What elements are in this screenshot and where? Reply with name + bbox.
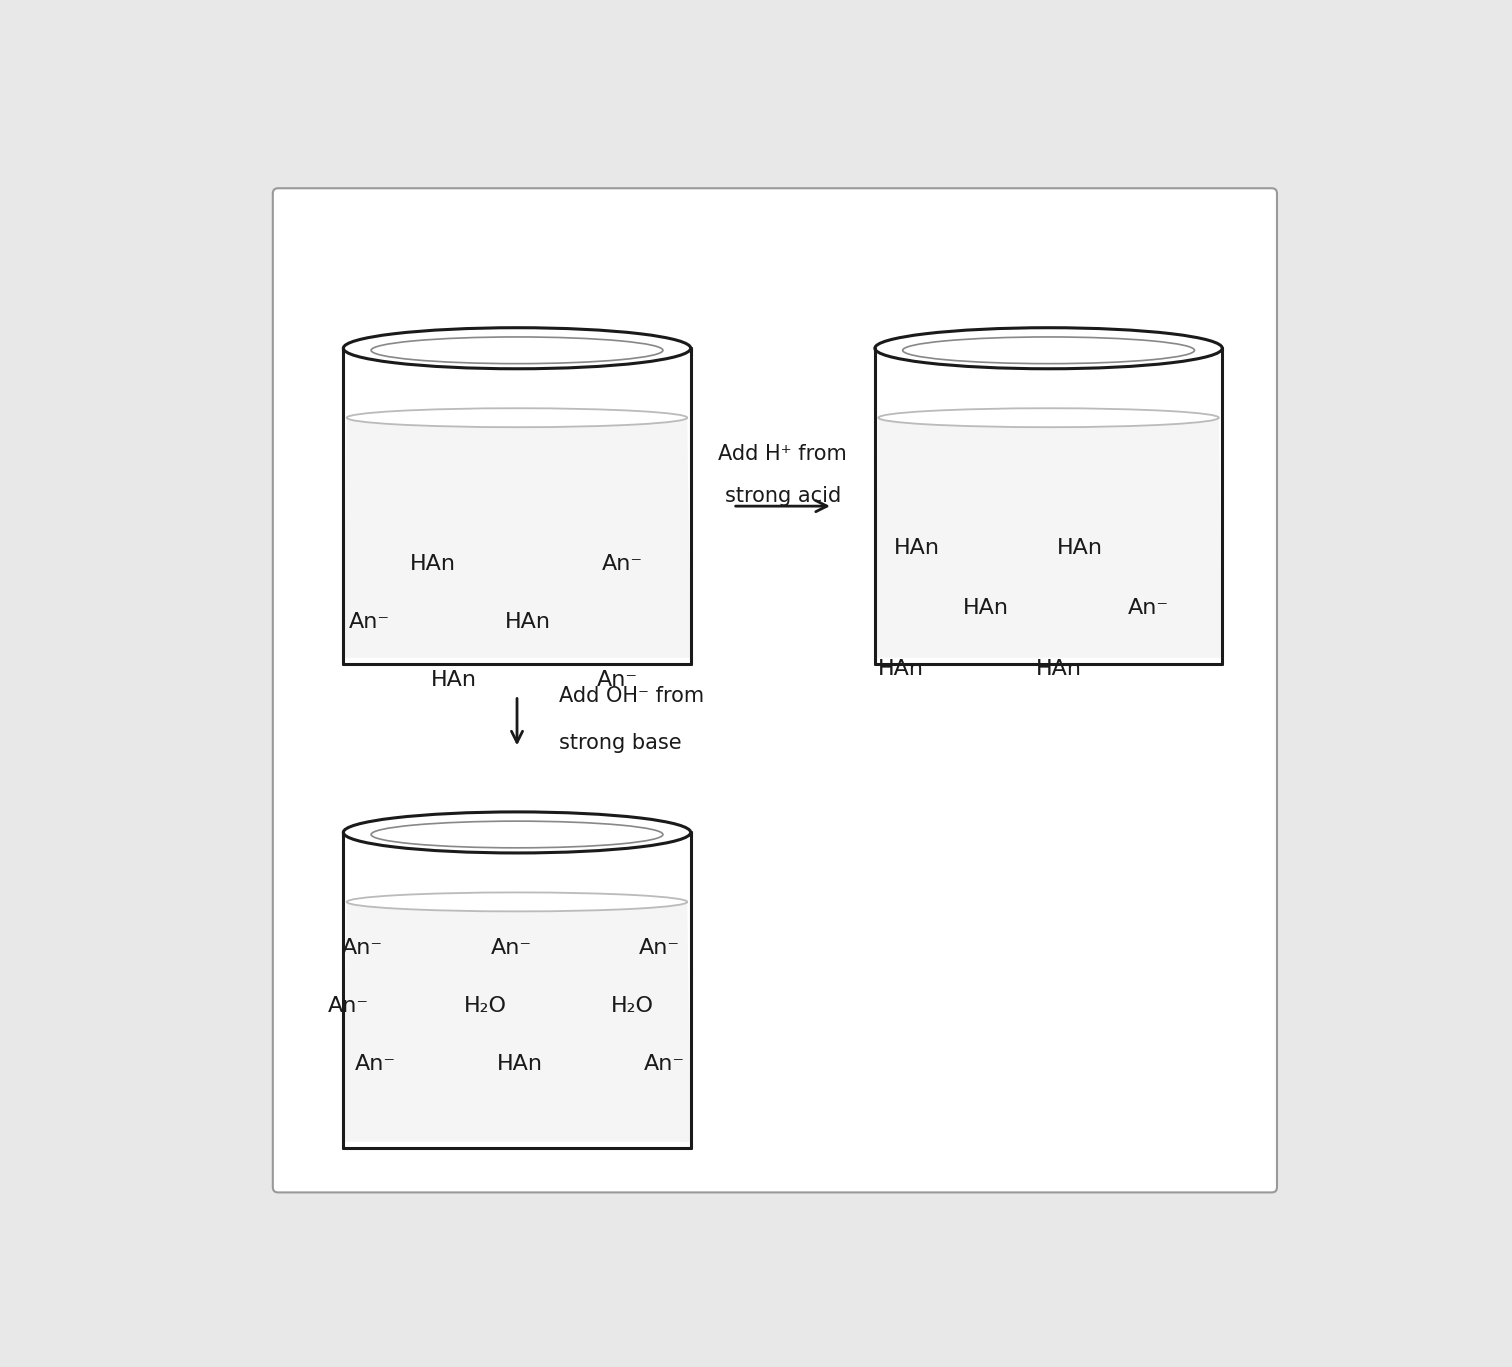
- Text: strong base: strong base: [559, 733, 682, 753]
- Text: HAn: HAn: [1057, 539, 1104, 558]
- Bar: [875, 328, 1222, 664]
- Text: Add OH⁻ from: Add OH⁻ from: [559, 686, 705, 705]
- Polygon shape: [343, 418, 691, 658]
- Ellipse shape: [878, 409, 1219, 427]
- Text: An⁻: An⁻: [491, 938, 532, 958]
- Polygon shape: [875, 418, 1222, 658]
- Text: H₂O: H₂O: [464, 997, 507, 1016]
- Text: HAn: HAn: [497, 1054, 543, 1074]
- Ellipse shape: [343, 812, 691, 853]
- Text: An⁻: An⁻: [342, 938, 383, 958]
- Text: HAn: HAn: [963, 599, 1009, 618]
- Ellipse shape: [346, 893, 688, 912]
- Text: H₂O: H₂O: [611, 997, 655, 1016]
- FancyBboxPatch shape: [272, 189, 1278, 1192]
- Text: strong acid: strong acid: [724, 487, 841, 506]
- Ellipse shape: [346, 409, 688, 427]
- Bar: [343, 812, 691, 1148]
- Text: An⁻: An⁻: [1128, 599, 1169, 618]
- Text: HAn: HAn: [878, 659, 924, 679]
- Text: An⁻: An⁻: [354, 1054, 396, 1074]
- Text: An⁻: An⁻: [638, 938, 680, 958]
- Text: An⁻: An⁻: [602, 554, 643, 574]
- Text: Add H⁺ from: Add H⁺ from: [718, 444, 847, 463]
- Text: An⁻: An⁻: [328, 997, 369, 1016]
- Text: HAn: HAn: [410, 554, 455, 574]
- Text: An⁻: An⁻: [349, 612, 390, 632]
- Text: HAn: HAn: [1036, 659, 1083, 679]
- Text: An⁻: An⁻: [644, 1054, 685, 1074]
- Ellipse shape: [343, 328, 691, 369]
- Bar: [343, 328, 691, 664]
- Polygon shape: [343, 902, 691, 1141]
- Text: HAn: HAn: [431, 670, 476, 690]
- Ellipse shape: [875, 328, 1222, 369]
- Text: An⁻: An⁻: [596, 670, 638, 690]
- Text: HAn: HAn: [894, 539, 940, 558]
- Text: HAn: HAn: [505, 612, 550, 632]
